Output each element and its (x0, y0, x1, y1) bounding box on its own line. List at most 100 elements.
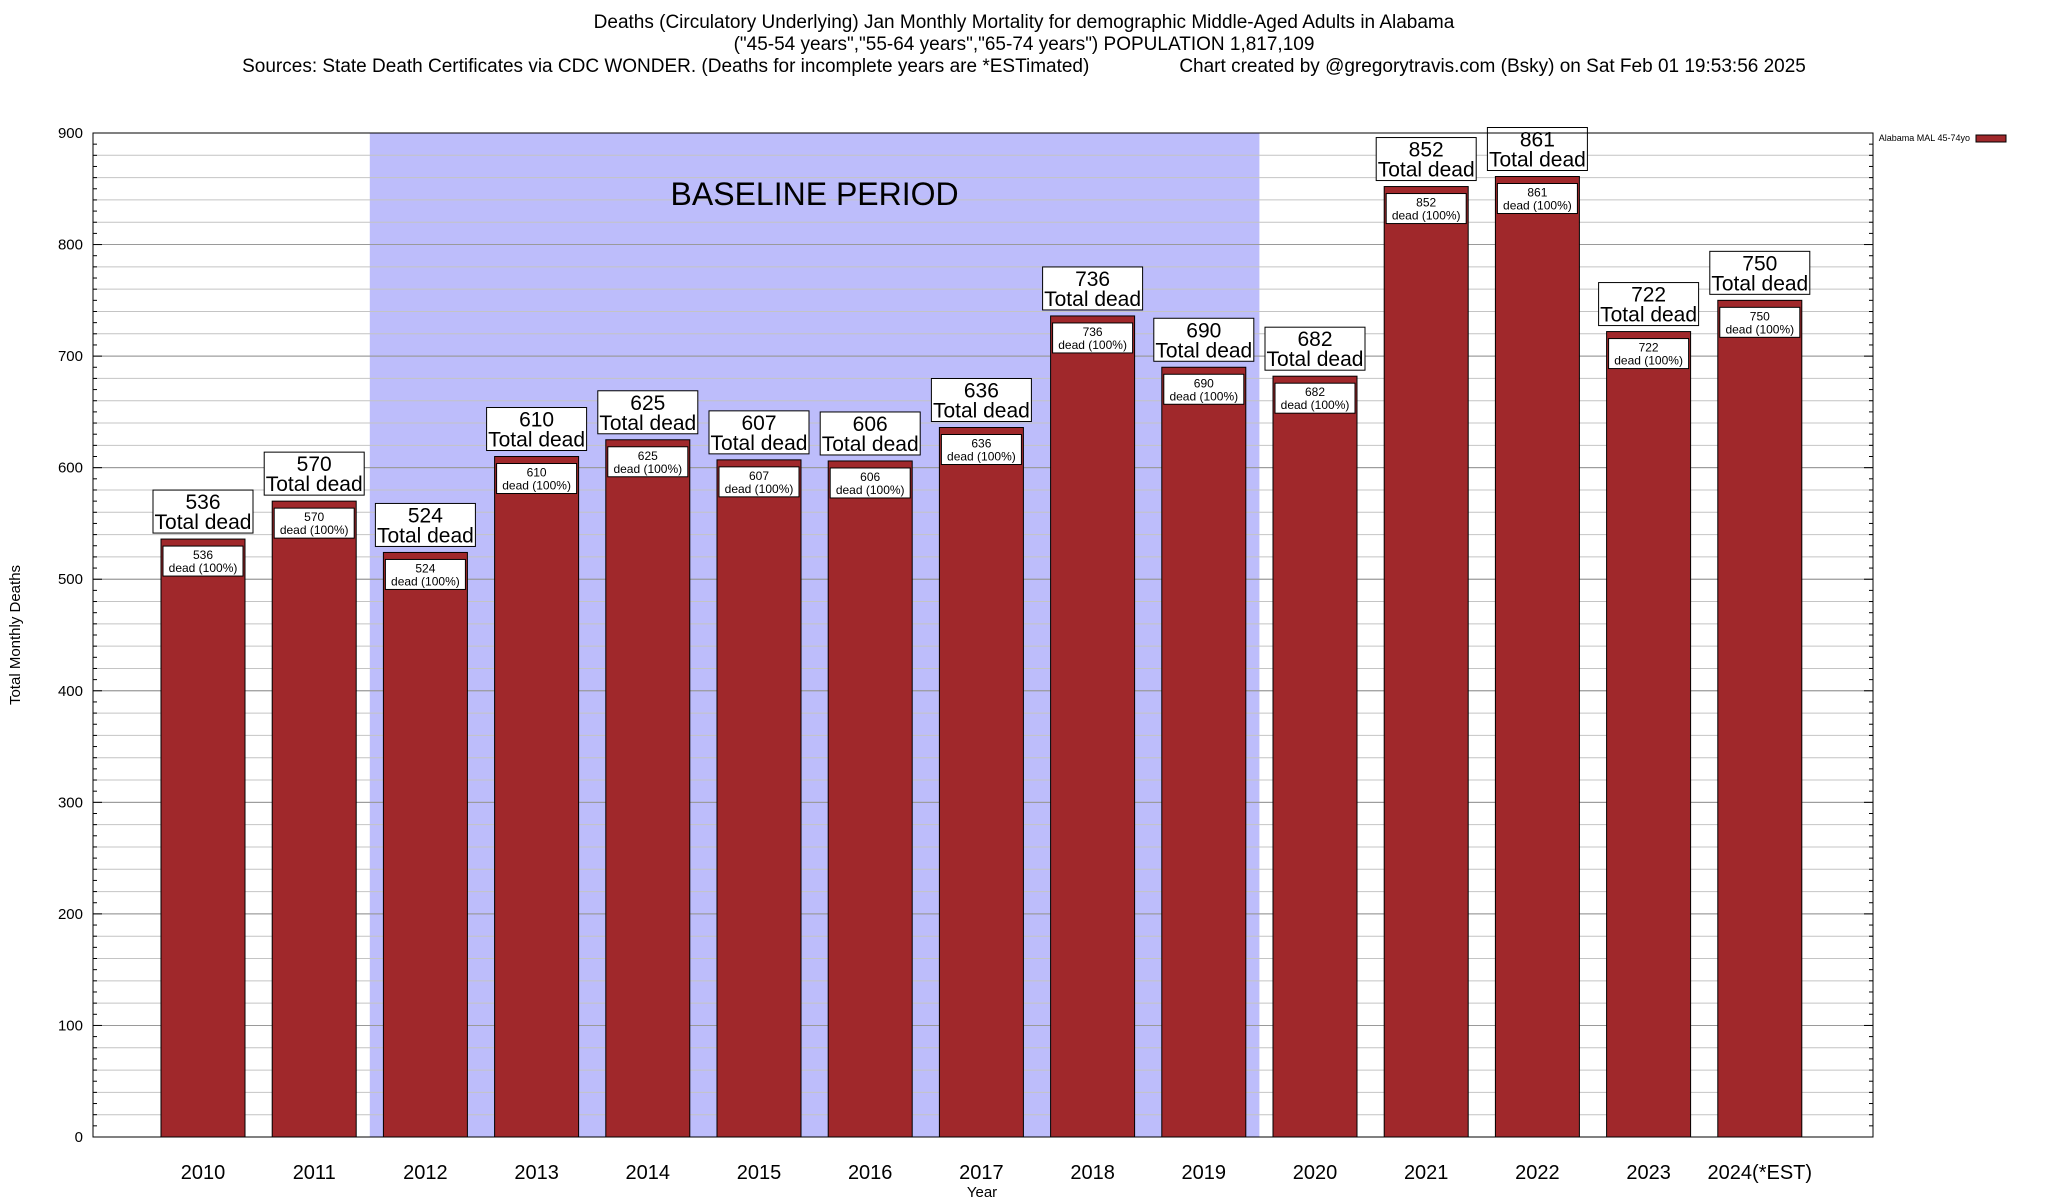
bar-total-value: 625 (630, 392, 665, 415)
bar-inner-percent: dead (100%) (613, 462, 682, 476)
y-tick-label: 700 (58, 348, 83, 365)
bar-total-caption: Total dead (1267, 348, 1364, 371)
bar (494, 456, 580, 1138)
bar-inner-percent: dead (100%) (1392, 209, 1461, 223)
chart-title: Deaths (Circulatory Underlying) Jan Mont… (593, 12, 1455, 33)
bar-total-caption: Total dead (155, 511, 252, 534)
x-tick-label: 2011 (293, 1162, 336, 1184)
bar-total-label-box (1375, 137, 1477, 182)
x-tick-label: 2018 (1070, 1162, 1115, 1184)
bar-inner-percent: dead (100%) (947, 450, 1016, 464)
bar-inner-label-box (1274, 382, 1356, 414)
bar-total-value: 852 (1409, 139, 1444, 162)
bar (1494, 176, 1580, 1138)
bar-inner-label-box (273, 507, 355, 539)
bar-total-value: 524 (408, 504, 443, 527)
bar-inner-percent: dead (100%) (391, 574, 460, 588)
bar-inner-value: 861 (1527, 186, 1547, 200)
bar-inner-label-box (829, 467, 911, 499)
bar-total-caption: Total dead (1378, 159, 1475, 182)
bar (160, 538, 246, 1138)
bar-inner-value: 610 (527, 466, 547, 480)
bar-total-caption: Total dead (711, 432, 808, 455)
x-tick-label: 2019 (1182, 1162, 1227, 1184)
x-tick-label: 2015 (737, 1162, 782, 1184)
bar (938, 427, 1024, 1138)
chart-credit: Chart created by @gregorytravis.com (Bsk… (1179, 56, 1806, 77)
bar-total-value: 606 (853, 413, 888, 436)
bar-total-value: 636 (964, 380, 999, 403)
bar-total-caption: Total dead (488, 429, 585, 452)
x-tick-label: 2013 (514, 1162, 559, 1184)
bar-total-value: 861 (1520, 129, 1555, 152)
legend-label: Alabama MAL 45-74yo (1879, 133, 1970, 143)
bar-total-caption: Total dead (599, 412, 696, 435)
bar-total-caption: Total dead (1711, 272, 1808, 295)
y-tick-label: 900 (58, 125, 83, 142)
bar-inner-value: 852 (1416, 196, 1436, 210)
bar-total-caption: Total dead (933, 400, 1030, 423)
bar-total-caption: Total dead (1600, 304, 1697, 327)
sources-note: Sources: State Death Certificates via CD… (242, 56, 1090, 77)
bar-inner-label-box (1385, 193, 1467, 225)
bar-total-caption: Total dead (1044, 288, 1141, 311)
bar-total-caption: Total dead (1155, 339, 1252, 362)
bar-total-value: 750 (1742, 252, 1777, 275)
bar-total-value: 682 (1297, 328, 1332, 351)
bar-inner-value: 570 (304, 510, 324, 524)
bar-inner-value: 607 (749, 469, 769, 483)
bar-total-value: 610 (519, 409, 554, 432)
bar-inner-value: 536 (193, 548, 213, 562)
chart-subtitle: ("45-54 years","55-64 years","65-74 year… (733, 34, 1315, 55)
y-tick-label: 300 (58, 794, 83, 811)
bar-total-label-box (1264, 326, 1366, 371)
bar-total-label-box (152, 489, 254, 534)
y-tick-label: 800 (58, 237, 83, 254)
bar-inner-percent: dead (100%) (1169, 389, 1238, 403)
bar-inner-percent: dead (100%) (1058, 338, 1127, 352)
y-tick-label: 200 (58, 906, 83, 923)
bar-inner-percent: dead (100%) (836, 483, 905, 497)
x-tick-label: 2012 (403, 1162, 448, 1184)
bar-total-value: 607 (741, 412, 776, 435)
bar-total-label-box (597, 390, 699, 435)
bar-total-label-box (486, 407, 588, 452)
y-tick-label: 400 (58, 683, 83, 700)
y-tick-label: 500 (58, 571, 83, 588)
bar (1161, 366, 1247, 1138)
bar-inner-label-box (162, 545, 244, 577)
bar-total-label-box (1153, 317, 1255, 362)
bar-total-label-box (1709, 250, 1811, 295)
x-tick-label: 2014 (626, 1162, 671, 1184)
bar-inner-value: 524 (415, 561, 435, 575)
bar (1383, 186, 1469, 1138)
y-axis-title: Total Monthly Deaths (7, 565, 24, 705)
x-tick-label: 2010 (181, 1162, 226, 1184)
bar-inner-label-box (1163, 373, 1245, 405)
bar-total-label-box (1486, 127, 1588, 172)
bar-inner-label-box (1496, 183, 1578, 215)
bar-inner-label-box (607, 446, 689, 478)
bar-total-label-box (708, 410, 810, 455)
bar (827, 460, 913, 1138)
bar-total-value: 722 (1631, 284, 1666, 307)
bar-inner-percent: dead (100%) (1725, 322, 1794, 336)
x-tick-label: 2023 (1626, 1162, 1671, 1184)
bar (382, 551, 468, 1138)
x-tick-label: 2022 (1515, 1162, 1560, 1184)
y-tick-label: 100 (58, 1017, 83, 1034)
bar-inner-percent: dead (100%) (725, 482, 794, 496)
bar-inner-value: 736 (1083, 325, 1103, 339)
bar-inner-percent: dead (100%) (1281, 398, 1350, 412)
x-tick-label: 2017 (959, 1162, 1004, 1184)
x-axis-title: Year (967, 1184, 997, 1200)
bar-inner-percent: dead (100%) (1614, 354, 1683, 368)
bar-inner-label-box (1719, 306, 1801, 338)
bar (605, 439, 691, 1138)
bar-total-caption: Total dead (1489, 149, 1586, 172)
bar-total-label-box (1042, 266, 1144, 311)
bar-inner-value: 690 (1194, 376, 1214, 390)
bar-inner-label-box (1052, 322, 1134, 354)
bar-inner-percent: dead (100%) (280, 523, 349, 537)
